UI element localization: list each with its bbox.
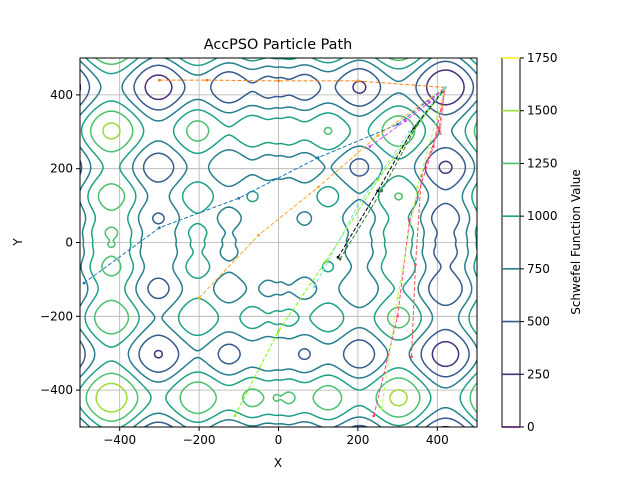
particle-point <box>372 414 376 418</box>
particle-point <box>336 255 340 259</box>
y-tick-label: 400 <box>50 88 73 102</box>
particle-path <box>339 90 444 260</box>
particle-point <box>416 123 419 126</box>
y-tick-label: −200 <box>40 309 73 323</box>
x-tick-label: 400 <box>426 433 449 447</box>
particle-point <box>404 119 407 123</box>
particle-point <box>416 185 419 189</box>
particle-point <box>396 296 399 300</box>
grid-lines <box>80 58 477 427</box>
particle-point <box>414 263 417 267</box>
x-tick-label: −200 <box>183 433 216 447</box>
particle-path <box>337 87 446 258</box>
particle-point <box>324 259 328 263</box>
particle-point <box>380 189 384 193</box>
colorbar-tick-label: 1500 <box>527 104 558 118</box>
y-axis-ticks: −400 −200 0 200 400 <box>40 88 80 397</box>
particle-point <box>197 296 201 300</box>
particle-path <box>381 87 446 409</box>
contour-line <box>95 122 408 413</box>
particle-point <box>356 204 360 208</box>
x-axis-label: X <box>274 456 282 470</box>
colorbar-tick-label: 1250 <box>527 156 558 170</box>
colorbar-levels <box>502 57 520 428</box>
particle-paths <box>82 78 447 418</box>
particle-point <box>439 132 442 136</box>
particle-point <box>396 314 399 318</box>
particle-point <box>380 407 384 410</box>
x-tick-label: 0 <box>275 433 283 447</box>
particle-path <box>159 79 446 88</box>
y-tick-label: −400 <box>40 383 73 397</box>
particle-point <box>237 196 241 200</box>
particle-point <box>82 281 86 285</box>
particle-path <box>440 87 446 134</box>
colorbar-tick-label: 500 <box>527 315 550 329</box>
x-axis-ticks: −400 −200 0 200 400 <box>103 427 449 447</box>
particle-point <box>410 355 413 359</box>
particle-point <box>356 79 360 83</box>
particle-point <box>408 130 411 134</box>
particle-point <box>396 123 399 126</box>
contour-line <box>80 58 477 427</box>
particle-point <box>443 86 447 89</box>
particle-point <box>376 178 380 182</box>
x-tick-label: 200 <box>346 433 369 447</box>
colorbar-tick-label: 1000 <box>527 209 558 223</box>
colorbar-frame <box>501 57 521 428</box>
particle-path <box>369 87 446 148</box>
particle-point <box>158 226 161 230</box>
particle-point <box>312 285 316 289</box>
particle-path <box>83 87 446 284</box>
colorbar-tick-label: 1750 <box>527 51 558 65</box>
particle-point <box>205 78 209 82</box>
colorbar-ticks: 0 250 500 750 1000 1250 1500 1750 <box>520 51 558 434</box>
particle-point <box>316 156 320 160</box>
colorbar-tick-label: 750 <box>527 262 550 276</box>
particle-point <box>408 218 411 222</box>
particle-point <box>427 100 431 104</box>
y-tick-label: 200 <box>50 162 73 176</box>
particle-point <box>277 79 280 83</box>
particle-point <box>431 145 435 148</box>
contour-line <box>80 58 477 427</box>
y-axis-label: Y <box>11 238 25 247</box>
particle-point <box>376 134 380 137</box>
particle-path <box>313 87 446 288</box>
particle-point <box>316 185 320 189</box>
chart-title: AccPSO Particle Path <box>204 37 353 53</box>
particle-point <box>257 233 261 237</box>
particle-point <box>338 257 342 261</box>
colorbar-tick-label: 0 <box>527 420 535 434</box>
colorbar-label: Schwefel Function Value <box>569 169 583 315</box>
particle-point <box>437 126 441 130</box>
particle-point <box>277 329 280 333</box>
y-tick-label: 0 <box>65 236 73 250</box>
particle-point <box>376 189 380 193</box>
particle-point <box>158 78 161 82</box>
contour-line <box>85 58 477 422</box>
particle-point <box>368 145 372 148</box>
colorbar-tick-label: 250 <box>527 367 550 381</box>
x-tick-label: −400 <box>103 433 136 447</box>
particle-point <box>233 414 237 418</box>
